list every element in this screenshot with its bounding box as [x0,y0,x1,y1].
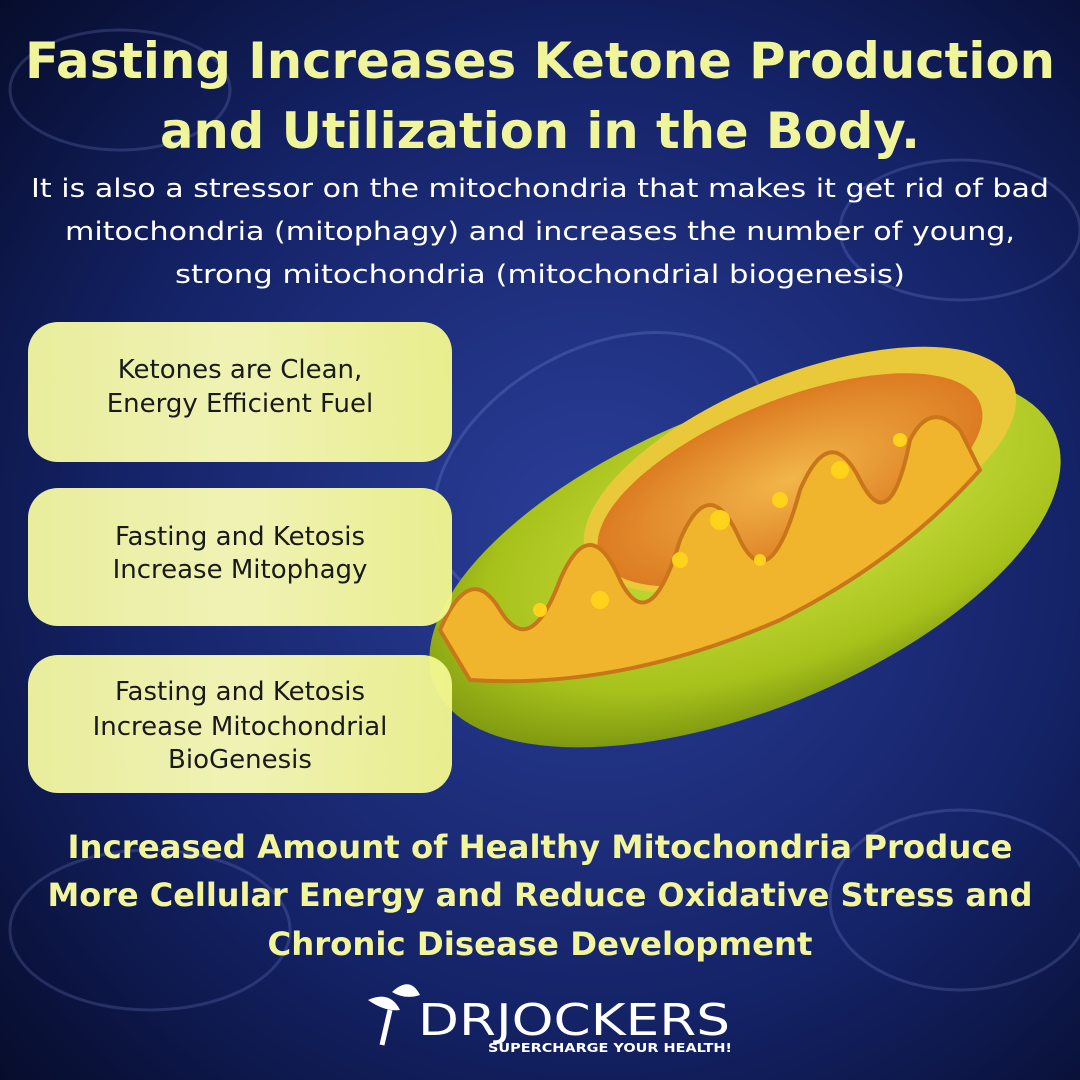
box-text: Ketones are Clean, [118,355,363,385]
subtitle: mitochondria (mitophagy) and increases t… [65,217,1015,247]
info-box [28,322,452,462]
box-text: Fasting and Ketosis [115,677,365,707]
box-text: Fasting and Ketosis [115,522,365,552]
logo: DRJOCKERS SUPERCHARGE YOUR HEALTH! [368,984,732,1055]
footer-text: Increased Amount of Healthy Mitochondria… [68,828,1013,866]
box-text: BioGenesis [168,745,312,775]
info-box [28,488,452,626]
info-box [28,655,452,793]
logo-leaf [368,984,420,1011]
box-text: Increase Mitophagy [113,555,368,585]
footer-text: More Cellular Energy and Reduce Oxidativ… [48,876,1033,914]
logo-stem [379,1009,393,1046]
subtitle: It is also a stressor on the mitochondri… [31,174,1049,204]
title: Fasting Increases Ketone Production [25,32,1055,90]
box-text: Energy Efficient Fuel [107,389,374,419]
subtitle: strong mitochondria (mitochondrial bioge… [175,260,905,290]
title: and Utilization in the Body. [160,102,920,160]
mitochondrion-illustration [429,346,1061,748]
logo-name: DRJOCKERS [418,995,730,1046]
logo-tagline: SUPERCHARGE YOUR HEALTH! [488,1041,732,1055]
footer-text: Chronic Disease Development [268,925,813,963]
box-text: Increase Mitochondrial [93,712,388,742]
